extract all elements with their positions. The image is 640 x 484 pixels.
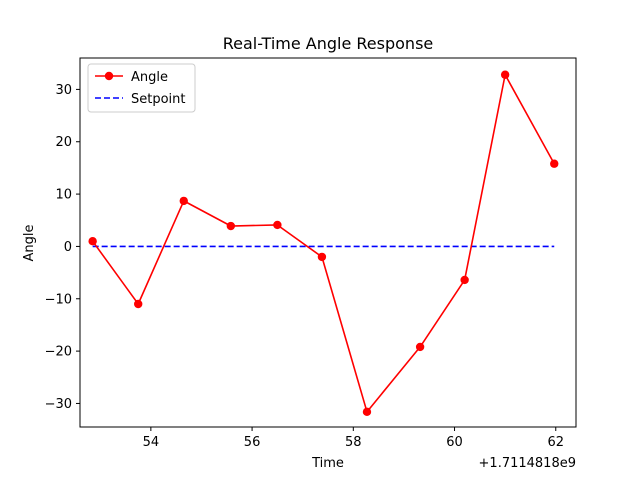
legend: Angle Setpoint	[87, 63, 196, 113]
y-tick-label: 30	[55, 83, 72, 98]
data-point-angle	[226, 221, 236, 231]
data-point-angle	[179, 196, 188, 206]
data-point-angle	[500, 70, 510, 79]
legend-entry-setpoint: Setpoint	[95, 92, 186, 107]
x-tick-label: 58	[345, 435, 362, 450]
y-tick-label: 0	[64, 240, 72, 255]
x-tick-label: 56	[244, 435, 261, 450]
x-axis-label: Time	[311, 456, 344, 471]
chart-title: Real-Time Angle Response	[223, 34, 434, 53]
data-point-angle	[362, 407, 372, 417]
x-tick-label: 60	[446, 435, 463, 450]
data-point-angle	[317, 252, 327, 262]
legend-label-setpoint: Setpoint	[131, 92, 186, 107]
data-point-angle	[273, 220, 282, 230]
data-point-angle	[88, 236, 97, 246]
plot-layer	[88, 70, 559, 417]
axes-frame	[79, 57, 577, 428]
y-tick-label: −20	[45, 345, 72, 360]
y-tick-label: −10	[45, 292, 72, 307]
y-tick-label: −30	[45, 397, 72, 412]
legend-entry-angle: Angle	[95, 70, 168, 85]
x-tick-label: 62	[547, 435, 564, 450]
x-tick-label: 54	[143, 435, 160, 450]
ticks-layer: 54 56 58 60 62 −30 −20 −10 0 10 20 30	[45, 83, 564, 450]
y-tick-label: 20	[55, 135, 72, 150]
data-point-angle	[415, 342, 425, 352]
data-point-angle	[460, 275, 469, 285]
data-point-angle	[134, 299, 143, 309]
legend-marker-angle	[104, 71, 114, 81]
x-axis-offset-label: +1.7114818e9	[479, 456, 576, 471]
y-axis-label: Angle	[22, 225, 37, 262]
data-point-angle	[550, 159, 559, 168]
y-tick-label: 10	[55, 188, 72, 203]
legend-label-angle: Angle	[131, 70, 168, 85]
